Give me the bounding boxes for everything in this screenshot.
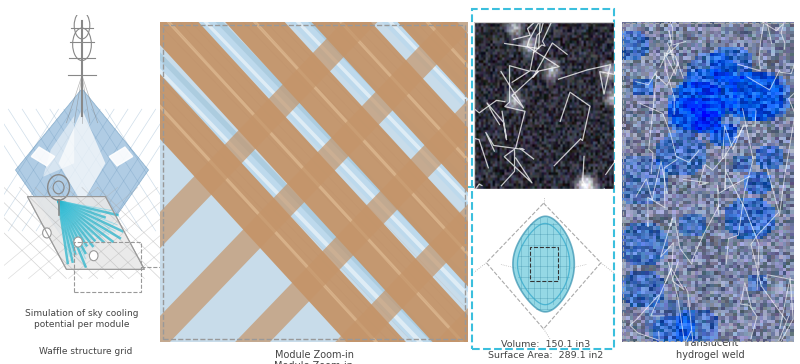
Polygon shape	[110, 22, 423, 342]
Circle shape	[90, 251, 98, 261]
Circle shape	[74, 237, 82, 247]
Polygon shape	[16, 89, 148, 265]
Polygon shape	[397, 0, 751, 364]
Polygon shape	[513, 216, 574, 312]
Text: Structural Frame: Structural Frame	[272, 171, 352, 190]
Bar	[472, 9, 614, 349]
Polygon shape	[328, 0, 685, 364]
Bar	[530, 247, 558, 281]
Text: Module Zoom-in: Module Zoom-in	[274, 361, 354, 364]
Polygon shape	[480, 22, 793, 342]
Polygon shape	[308, 22, 623, 342]
Polygon shape	[382, 22, 708, 342]
Polygon shape	[105, 22, 431, 342]
Polygon shape	[326, 5, 651, 359]
Polygon shape	[153, 5, 478, 359]
Polygon shape	[411, 5, 737, 359]
Polygon shape	[483, 0, 800, 364]
Polygon shape	[16, 89, 148, 265]
Polygon shape	[295, 22, 608, 342]
Polygon shape	[31, 147, 54, 166]
Polygon shape	[128, 0, 485, 364]
Polygon shape	[197, 22, 523, 342]
Text: Module Zoom-in: Module Zoom-in	[275, 350, 354, 360]
Polygon shape	[498, 5, 800, 359]
Polygon shape	[16, 89, 148, 265]
Polygon shape	[16, 89, 148, 265]
Polygon shape	[16, 89, 148, 265]
Text: Volume:  150.1 in3
Surface Area:  289.1 in2: Volume: 150.1 in3 Surface Area: 289.1 in…	[488, 340, 603, 360]
Polygon shape	[66, 5, 392, 359]
Polygon shape	[16, 89, 148, 265]
Polygon shape	[28, 0, 384, 364]
Polygon shape	[474, 22, 800, 342]
Polygon shape	[239, 5, 565, 359]
Bar	[74, 242, 141, 292]
Polygon shape	[290, 22, 616, 342]
Polygon shape	[388, 22, 701, 342]
Polygon shape	[27, 197, 145, 269]
Polygon shape	[16, 89, 148, 265]
Polygon shape	[16, 89, 148, 265]
Text: Translucent
hydrogel weld: Translucent hydrogel weld	[676, 338, 745, 360]
Polygon shape	[215, 22, 531, 342]
Polygon shape	[310, 0, 666, 364]
Polygon shape	[16, 89, 148, 265]
Polygon shape	[493, 22, 800, 342]
Bar	[336, 95, 460, 284]
Polygon shape	[52, 0, 406, 364]
Circle shape	[42, 228, 51, 238]
Polygon shape	[16, 89, 148, 265]
Polygon shape	[58, 109, 106, 204]
Polygon shape	[123, 22, 438, 342]
Polygon shape	[16, 89, 148, 265]
Polygon shape	[110, 147, 133, 166]
Text: Liquid Enclosed
Thermal Mass
Module: Liquid Enclosed Thermal Mass Module	[244, 138, 344, 170]
Polygon shape	[43, 116, 74, 177]
Polygon shape	[225, 0, 579, 364]
Polygon shape	[16, 89, 148, 265]
Text: Waffle structure grid: Waffle structure grid	[39, 347, 133, 356]
Polygon shape	[228, 0, 585, 364]
Text: Simulation of sky cooling
potential per module: Simulation of sky cooling potential per …	[26, 309, 138, 329]
Polygon shape	[429, 0, 785, 364]
Polygon shape	[16, 89, 148, 265]
Polygon shape	[203, 22, 516, 342]
Polygon shape	[400, 22, 716, 342]
Polygon shape	[16, 89, 148, 265]
Polygon shape	[138, 0, 493, 364]
Polygon shape	[16, 89, 148, 265]
